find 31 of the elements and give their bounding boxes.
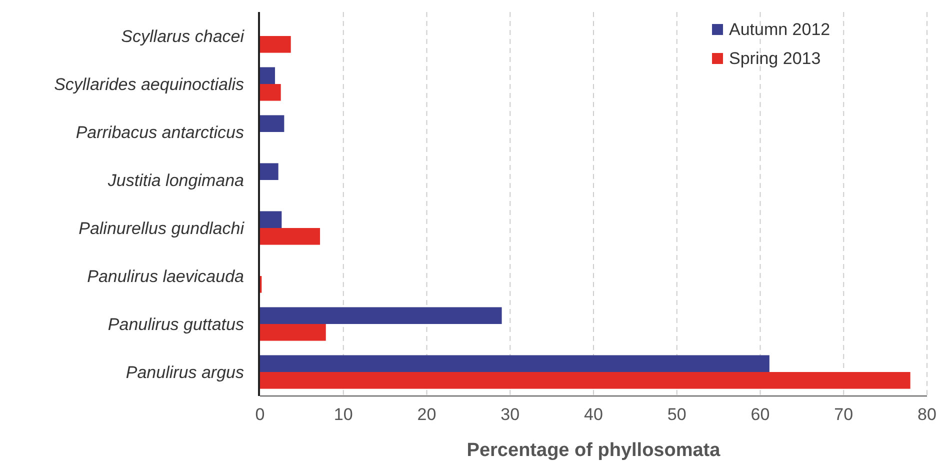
y-tick-label: Panulirus argus: [126, 363, 244, 382]
y-tick-label: Scyllarus chacei: [121, 27, 246, 46]
x-tick-label: 80: [918, 405, 936, 424]
legend-label: Spring 2013: [729, 49, 821, 68]
bar: [260, 67, 276, 84]
x-tick-label: 30: [500, 405, 520, 424]
bar: [260, 211, 282, 228]
x-tick-label: 60: [750, 405, 770, 424]
bar: [260, 307, 502, 324]
y-tick-label: Parribacus antarcticus: [76, 123, 244, 142]
y-tick-label: Panulirus guttatus: [108, 315, 244, 334]
bar: [260, 228, 320, 245]
x-tick-label: 10: [334, 405, 353, 424]
y-tick-label: Justitia longimana: [106, 171, 244, 190]
legend-label: Autumn 2012: [729, 20, 830, 39]
bar: [260, 324, 326, 341]
x-axis-title: Percentage of phyllosomata: [466, 440, 721, 461]
x-tick-label: 20: [417, 405, 436, 424]
bar: [260, 163, 278, 180]
bar: [260, 355, 770, 372]
x-tick-label: 50: [667, 405, 686, 424]
bar: [260, 84, 281, 101]
x-tick-label: 0: [255, 405, 265, 424]
y-tick-label: Palinurellus gundlachi: [78, 219, 246, 238]
bar: [260, 372, 910, 389]
y-tick-label: Scyllarides aequinoctialis: [54, 75, 244, 94]
y-tick-label: Panulirus laevicauda: [87, 267, 244, 286]
x-tick-label: 70: [834, 405, 854, 424]
x-tick-label: 40: [584, 405, 603, 424]
bar: [260, 36, 291, 53]
bar: [260, 115, 284, 132]
